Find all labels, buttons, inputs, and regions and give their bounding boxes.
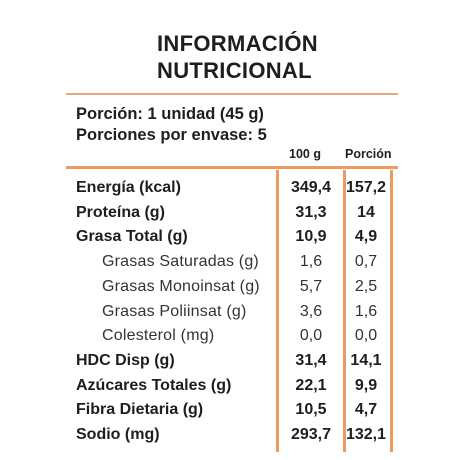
divider-top xyxy=(66,93,398,95)
column-header-portion: Porción xyxy=(345,147,392,161)
value-per-portion: 132,1 xyxy=(345,426,387,443)
nutrient-label: Grasas Saturadas (g) xyxy=(102,253,259,271)
nutrient-label: Fibra Dietaria (g) xyxy=(76,401,204,419)
value-per-100g: 31,3 xyxy=(295,203,327,221)
nutrient-label: Energía (kcal) xyxy=(76,179,181,196)
value-per-100g: 10,5 xyxy=(295,401,327,419)
table-row: Proteína (g) 31,3 14 xyxy=(0,200,460,225)
table-row: HDC Disp (g) 31,4 14,1 xyxy=(0,348,460,373)
title-line-2: NUTRICIONAL xyxy=(157,58,312,83)
nutrient-label: Grasa Total (g) xyxy=(76,228,188,246)
nutrient-label: Azúcares Totales (g) xyxy=(76,376,232,394)
value-per-100g: 31,4 xyxy=(295,351,327,369)
serving-count: Porciones por envase: 5 xyxy=(76,126,267,144)
value-per-portion: 0,0 xyxy=(354,327,378,345)
value-per-100g: 22,1 xyxy=(295,376,327,394)
value-per-100g: 1,6 xyxy=(299,253,323,271)
column-header-100g: 100 g xyxy=(289,147,321,161)
nutrient-label: Proteína (g) xyxy=(76,203,165,221)
table-row: Grasas Poliinsat (g) 3,6 1,6 xyxy=(0,299,460,324)
table-row: Sodio (mg) 293,7 132,1 xyxy=(0,422,460,447)
nutrient-label: HDC Disp (g) xyxy=(76,351,175,369)
value-per-100g: 349,4 xyxy=(290,179,332,196)
value-per-portion: 4,9 xyxy=(354,228,378,246)
table-row: Energía (kcal) 349,4 157,2 xyxy=(0,175,460,200)
value-per-portion: 14,1 xyxy=(350,351,382,369)
nutrient-label: Sodio (mg) xyxy=(76,426,160,443)
value-per-100g: 3,6 xyxy=(299,302,323,320)
nutrient-label: Grasas Poliinsat (g) xyxy=(102,302,247,320)
divider-header xyxy=(66,166,398,169)
value-per-100g: 5,7 xyxy=(299,277,323,295)
nutrient-label: Grasas Monoinsat (g) xyxy=(102,277,260,295)
serving-info: Porción: 1 unidad (45 g) Porciones por e… xyxy=(76,104,267,146)
table-row: Grasas Monoinsat (g) 5,7 2,5 xyxy=(0,274,460,299)
value-per-portion: 9,9 xyxy=(354,376,378,394)
value-per-portion: 157,2 xyxy=(345,179,387,196)
table-row: Azúcares Totales (g) 22,1 9,9 xyxy=(0,373,460,398)
table-row: Colesterol (mg) 0,0 0,0 xyxy=(0,323,460,348)
value-per-portion: 4,7 xyxy=(354,401,378,419)
value-per-portion: 2,5 xyxy=(354,277,378,295)
value-per-100g: 0,0 xyxy=(299,327,323,345)
value-per-100g: 10,9 xyxy=(295,228,327,246)
column-divider-right xyxy=(390,170,393,452)
value-per-100g: 293,7 xyxy=(290,426,332,443)
table-row: Fibra Dietaria (g) 10,5 4,7 xyxy=(0,397,460,422)
serving-portion: Porción: 1 unidad (45 g) xyxy=(76,105,264,123)
title-line-1: INFORMACIÓN xyxy=(157,31,318,56)
table-row: Grasa Total (g) 10,9 4,9 xyxy=(0,224,460,249)
value-per-portion: 14 xyxy=(357,203,375,221)
table-row: Grasas Saturadas (g) 1,6 0,7 xyxy=(0,249,460,274)
nutrient-label: Colesterol (mg) xyxy=(102,327,215,345)
label-title: INFORMACIÓN NUTRICIONAL xyxy=(157,30,318,84)
column-divider-left xyxy=(276,170,279,452)
column-divider-middle xyxy=(343,170,346,452)
value-per-portion: 1,6 xyxy=(354,302,378,320)
value-per-portion: 0,7 xyxy=(354,253,378,271)
